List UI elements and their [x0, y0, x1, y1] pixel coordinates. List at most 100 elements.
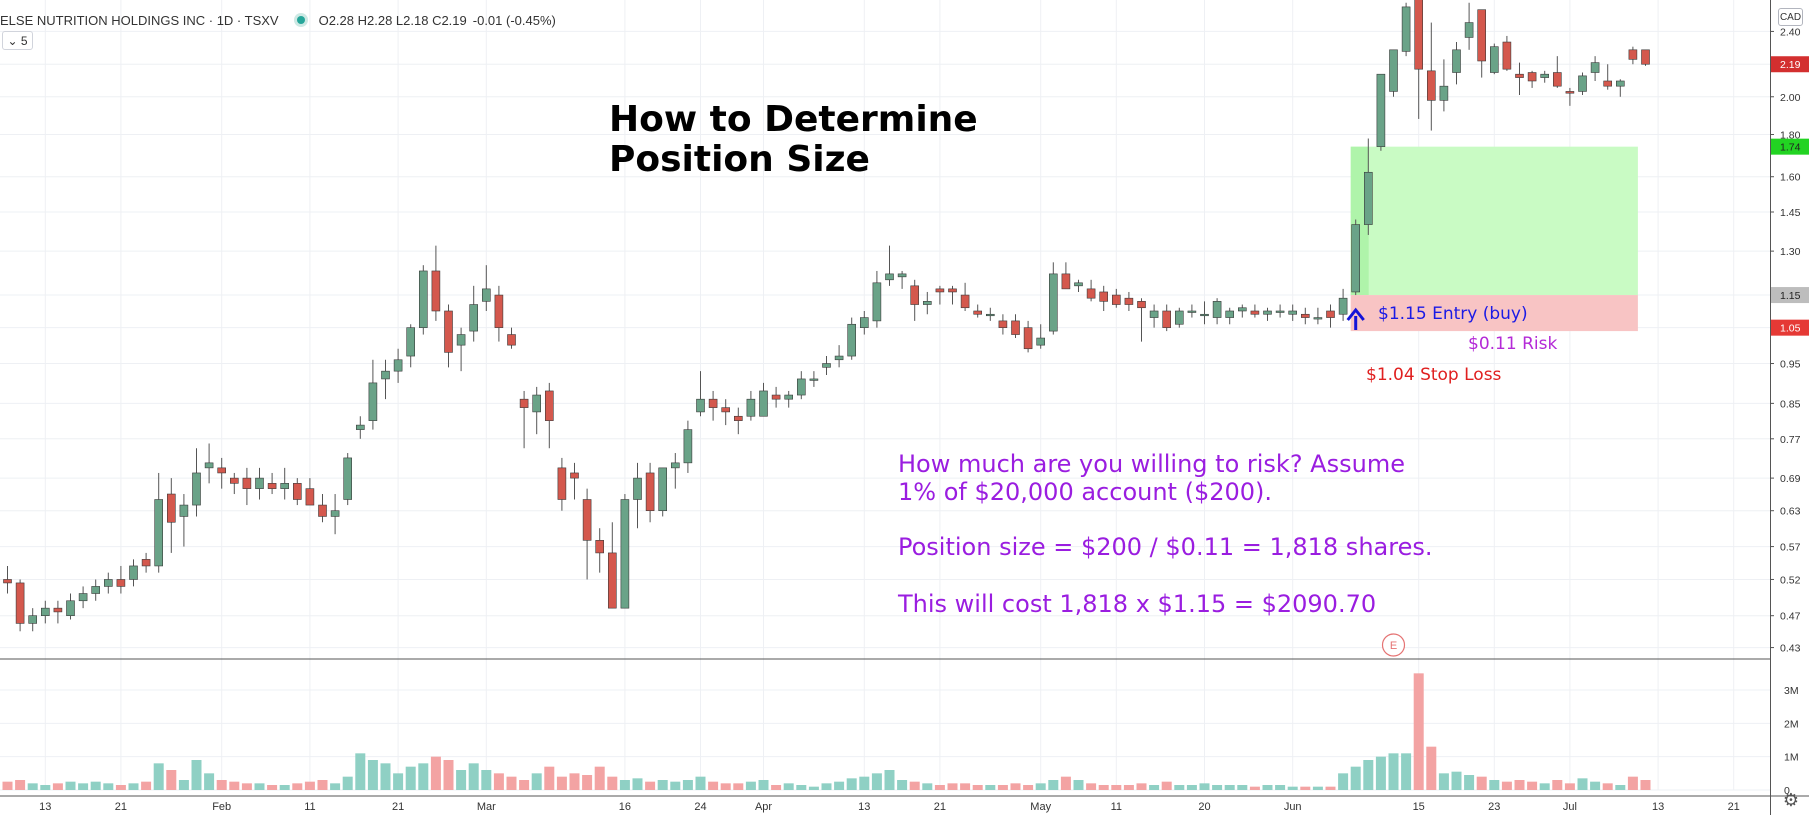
candle-body	[1364, 171, 1373, 225]
candle-body	[1149, 310, 1159, 318]
candle	[1137, 298, 1146, 342]
candle	[1464, 2, 1474, 50]
volume-bar	[267, 785, 278, 790]
candle-body	[1086, 288, 1096, 299]
candle	[570, 462, 579, 500]
volume-bar	[430, 756, 441, 790]
price-tick-label: 0.95	[1780, 359, 1801, 371]
volume-bar	[1527, 781, 1538, 790]
time-tick-label: Apr	[755, 801, 772, 813]
volume-bar	[178, 780, 189, 790]
earnings-marker-icon	[1381, 633, 1406, 657]
volume-bar	[771, 785, 782, 790]
price-tick-label: 0.47	[1780, 611, 1801, 623]
entry-arrow-head-icon	[1346, 307, 1365, 321]
candle-body	[822, 363, 831, 368]
volume-bar	[2, 781, 13, 790]
volume-bar	[1375, 756, 1386, 790]
candle-body	[960, 294, 970, 309]
chevron-down-icon: ⌄	[7, 33, 21, 48]
candle	[834, 345, 844, 368]
volume-bar	[556, 776, 567, 790]
volume-bar	[1489, 780, 1500, 790]
time-tick-label: 20	[1198, 801, 1210, 813]
candle-body	[53, 607, 63, 613]
volume-bar	[153, 763, 164, 790]
candle	[557, 457, 567, 511]
price-tick-label: 1.80	[1780, 130, 1801, 142]
currency-badge[interactable]: CAD	[1778, 8, 1803, 26]
candle	[1376, 73, 1386, 151]
volume-bar	[1627, 776, 1638, 790]
candle-body	[633, 477, 642, 500]
candle-body	[469, 304, 479, 332]
candle	[885, 245, 894, 286]
candle-body	[922, 301, 932, 305]
volume-bar	[204, 773, 215, 790]
candle	[1628, 46, 1638, 65]
volume-bar	[733, 783, 744, 790]
candle	[192, 448, 201, 517]
candle	[444, 304, 453, 368]
volume-bar	[115, 785, 126, 790]
candle	[746, 390, 756, 421]
volume-bar	[1186, 785, 1197, 790]
volume-bar	[279, 785, 290, 790]
volume-bar	[1338, 773, 1349, 790]
candle	[708, 390, 718, 421]
candle	[1527, 70, 1537, 88]
candle	[28, 608, 38, 632]
volume-bar	[393, 773, 404, 790]
candle-body	[1616, 80, 1625, 87]
note-line-4: This will cost 1,818 x $1.15 = $2090.70	[897, 590, 1376, 618]
volume-bar	[670, 781, 681, 790]
candle	[582, 488, 592, 580]
candle	[1389, 49, 1398, 97]
candle-body	[116, 579, 126, 587]
candle-body	[948, 288, 957, 293]
volume-bar	[27, 783, 38, 790]
candle	[544, 382, 554, 449]
candle-body	[670, 462, 680, 469]
candle	[280, 467, 290, 500]
volume-tick-label: 0	[1784, 785, 1790, 797]
candle-body	[607, 552, 617, 609]
volume-bar	[367, 760, 378, 790]
volume-bar	[103, 783, 114, 790]
volume-bar	[52, 783, 63, 790]
volume-bar	[607, 776, 618, 790]
candle	[759, 382, 768, 417]
volume-bar	[1262, 785, 1273, 790]
candle	[1149, 304, 1159, 328]
time-tick-label: 21	[392, 801, 404, 813]
candle	[998, 314, 1008, 335]
price-tag-entry	[1771, 287, 1809, 304]
candle	[771, 386, 781, 408]
candle-body	[1263, 310, 1272, 315]
candle-body	[1301, 313, 1310, 318]
candle	[355, 416, 365, 439]
volume-bar	[1224, 785, 1235, 790]
time-tick-label: 11	[1111, 801, 1122, 813]
price-tick-label: 0.52	[1780, 574, 1801, 586]
price-tick-label: 0.77	[1780, 434, 1801, 446]
candle	[1049, 262, 1058, 335]
risk-zone	[1350, 295, 1638, 332]
candle	[1401, 2, 1411, 57]
indicators-toggle-button[interactable]: ⌄ 5	[2, 31, 33, 50]
volume-bar	[909, 781, 920, 790]
candle	[1162, 304, 1171, 332]
gear-icon[interactable]: ⚙	[1782, 790, 1799, 810]
candle-body	[280, 483, 290, 489]
volume-bar	[493, 773, 504, 790]
candle-body	[847, 323, 857, 357]
time-tick-label: 16	[619, 801, 631, 813]
candle-body	[179, 504, 189, 517]
symbol-title[interactable]: ELSE NUTRITION HOLDINGS INC · 1D · TSXV	[0, 12, 279, 28]
volume-bar	[229, 781, 240, 790]
volume-bar	[1413, 673, 1424, 790]
volume-bar	[141, 781, 152, 790]
candle-body	[1401, 6, 1411, 52]
candle-body	[557, 467, 567, 500]
